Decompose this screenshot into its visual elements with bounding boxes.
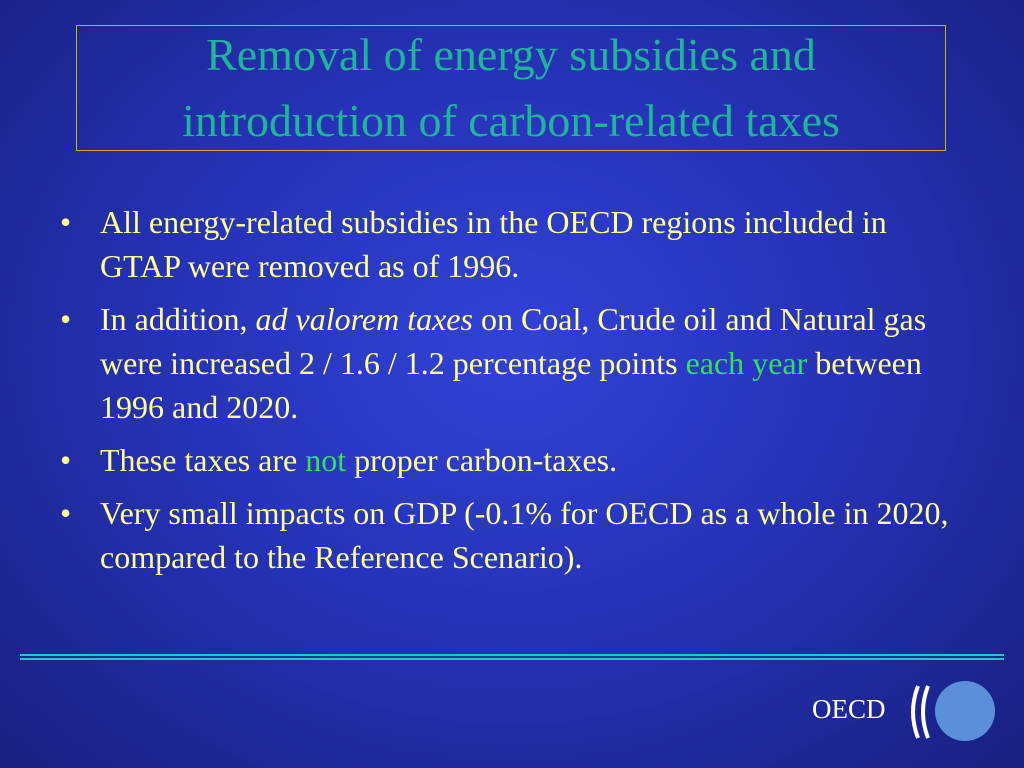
bullet-text: In addition, (100, 301, 256, 337)
bullet: Very small impacts on GDP (-0.1% for OEC… (56, 491, 956, 579)
bullet-text: Very small impacts on GDP (-0.1% for OEC… (100, 495, 949, 575)
divider (20, 654, 1004, 656)
bullet-text: between 1996 and 2020. (100, 345, 922, 425)
divider (20, 658, 1004, 660)
bullet: All energy-related subsidies in the OECD… (56, 200, 956, 288)
logo-text: OECD (812, 694, 886, 724)
bullet-text: All energy-related subsidies in the OECD… (100, 204, 887, 284)
logo-mark (911, 681, 995, 741)
bullet-text: proper carbon-taxes. (346, 442, 618, 478)
title-box: Removal of energy subsidies and introduc… (76, 25, 946, 151)
highlight-text: not (305, 442, 347, 478)
bullet-text: on Coal, Crude oil and Natural gas were … (100, 301, 927, 381)
italic-text: ad valorem taxes (255, 301, 473, 337)
highlight-text: each year (685, 345, 808, 381)
bullet-list: All energy-related subsidies in the OECD… (56, 200, 956, 588)
title: Removal of energy subsidies and introduc… (182, 29, 840, 146)
bullet: In addition, ad valorem taxes on Coal, C… (56, 297, 956, 429)
bullet-text: These taxes are (100, 442, 306, 478)
bullet: These taxes are not proper carbon-taxes. (56, 438, 956, 482)
